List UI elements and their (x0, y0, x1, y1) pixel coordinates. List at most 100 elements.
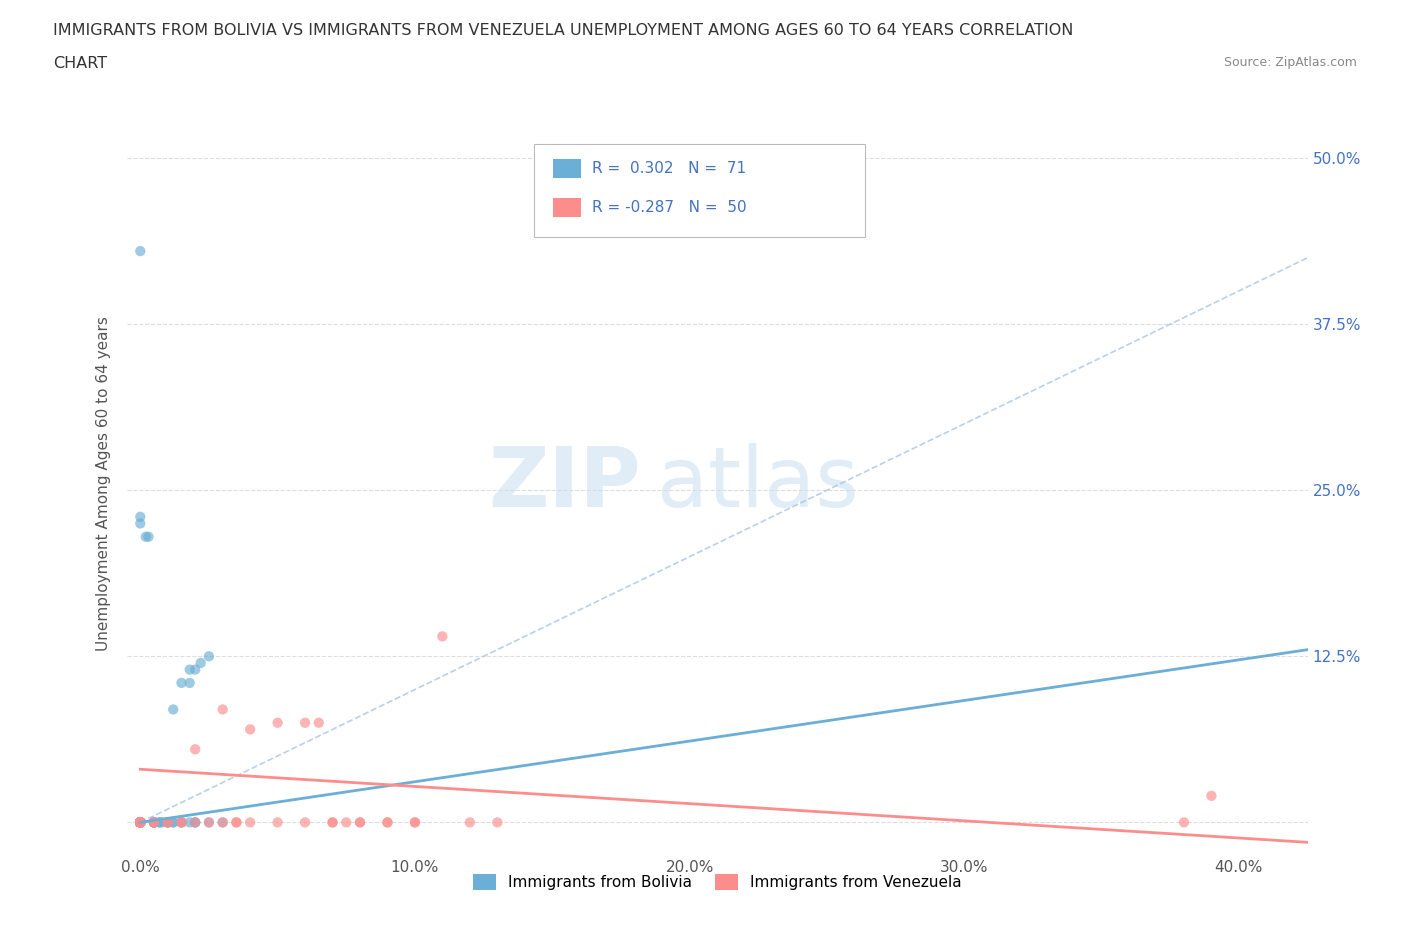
Y-axis label: Unemployment Among Ages 60 to 64 years: Unemployment Among Ages 60 to 64 years (96, 316, 111, 651)
Point (170, 815, 193, 830)
Text: Source: ZipAtlas.com: Source: ZipAtlas.com (1223, 56, 1357, 69)
Point (129, 815, 152, 830)
Point (129, 815, 152, 830)
Point (129, 815, 152, 830)
Point (322, 815, 344, 830)
Point (129, 815, 152, 830)
Point (335, 815, 357, 830)
Point (162, 702, 184, 717)
Point (129, 815, 152, 830)
Point (156, 815, 179, 830)
Point (377, 815, 399, 830)
Point (129, 815, 152, 830)
Point (432, 629, 454, 644)
Point (225, 815, 247, 830)
Point (129, 815, 152, 830)
Text: IMMIGRANTS FROM BOLIVIA VS IMMIGRANTS FROM VENEZUELA UNEMPLOYMENT AMONG AGES 60 : IMMIGRANTS FROM BOLIVIA VS IMMIGRANTS FR… (53, 23, 1074, 38)
Point (156, 815, 179, 830)
Point (129, 815, 152, 830)
Point (129, 815, 152, 830)
Point (129, 815, 152, 830)
Point (129, 815, 152, 830)
Point (129, 815, 152, 830)
Point (294, 815, 316, 830)
Point (143, 815, 166, 830)
Point (129, 815, 152, 830)
Point (129, 815, 152, 830)
Point (184, 815, 207, 830)
Point (184, 742, 207, 757)
Point (322, 815, 344, 830)
Point (129, 815, 152, 830)
Point (184, 662, 207, 677)
Point (211, 815, 233, 830)
Point (129, 516, 152, 531)
Point (184, 815, 207, 830)
Point (239, 722, 262, 737)
Point (170, 815, 193, 830)
Point (179, 815, 201, 830)
Point (129, 815, 152, 830)
Point (129, 815, 152, 830)
Point (377, 815, 399, 830)
Point (129, 815, 152, 830)
Point (129, 815, 152, 830)
Point (148, 815, 170, 830)
Point (129, 815, 152, 830)
Point (129, 815, 152, 830)
Point (239, 815, 262, 830)
Point (143, 815, 166, 830)
Point (143, 815, 166, 830)
Point (349, 815, 371, 830)
Point (198, 815, 221, 830)
Point (486, 815, 509, 830)
Point (143, 815, 166, 830)
Point (143, 815, 166, 830)
Point (190, 656, 212, 671)
Point (179, 662, 201, 677)
Point (225, 815, 247, 830)
Legend: Immigrants from Bolivia, Immigrants from Venezuela: Immigrants from Bolivia, Immigrants from… (467, 868, 967, 897)
Point (211, 702, 233, 717)
Point (294, 715, 316, 730)
Point (129, 815, 152, 830)
Point (148, 815, 170, 830)
Point (129, 815, 152, 830)
Point (129, 510, 152, 525)
Point (129, 815, 152, 830)
Point (404, 815, 426, 830)
Point (349, 815, 371, 830)
Text: R = -0.287   N =  50: R = -0.287 N = 50 (592, 200, 747, 215)
Point (129, 815, 152, 830)
Point (170, 815, 193, 830)
Point (129, 815, 152, 830)
Point (129, 815, 152, 830)
Point (266, 715, 288, 730)
Point (198, 649, 221, 664)
Point (129, 815, 152, 830)
Point (308, 715, 330, 730)
Point (138, 529, 160, 544)
Text: CHART: CHART (53, 56, 107, 71)
Point (129, 815, 152, 830)
Point (129, 815, 152, 830)
Point (1201, 789, 1223, 804)
Point (129, 815, 152, 830)
Point (129, 815, 152, 830)
Point (129, 815, 152, 830)
Point (156, 815, 179, 830)
Point (143, 815, 166, 830)
Point (129, 815, 152, 830)
Point (129, 815, 152, 830)
Point (135, 529, 157, 544)
Point (143, 815, 166, 830)
Point (129, 815, 152, 830)
Point (129, 815, 152, 830)
Point (129, 815, 152, 830)
Point (156, 815, 179, 830)
Text: ZIP: ZIP (488, 443, 640, 525)
Point (129, 815, 152, 830)
Point (211, 815, 233, 830)
Point (129, 815, 152, 830)
Point (129, 815, 152, 830)
